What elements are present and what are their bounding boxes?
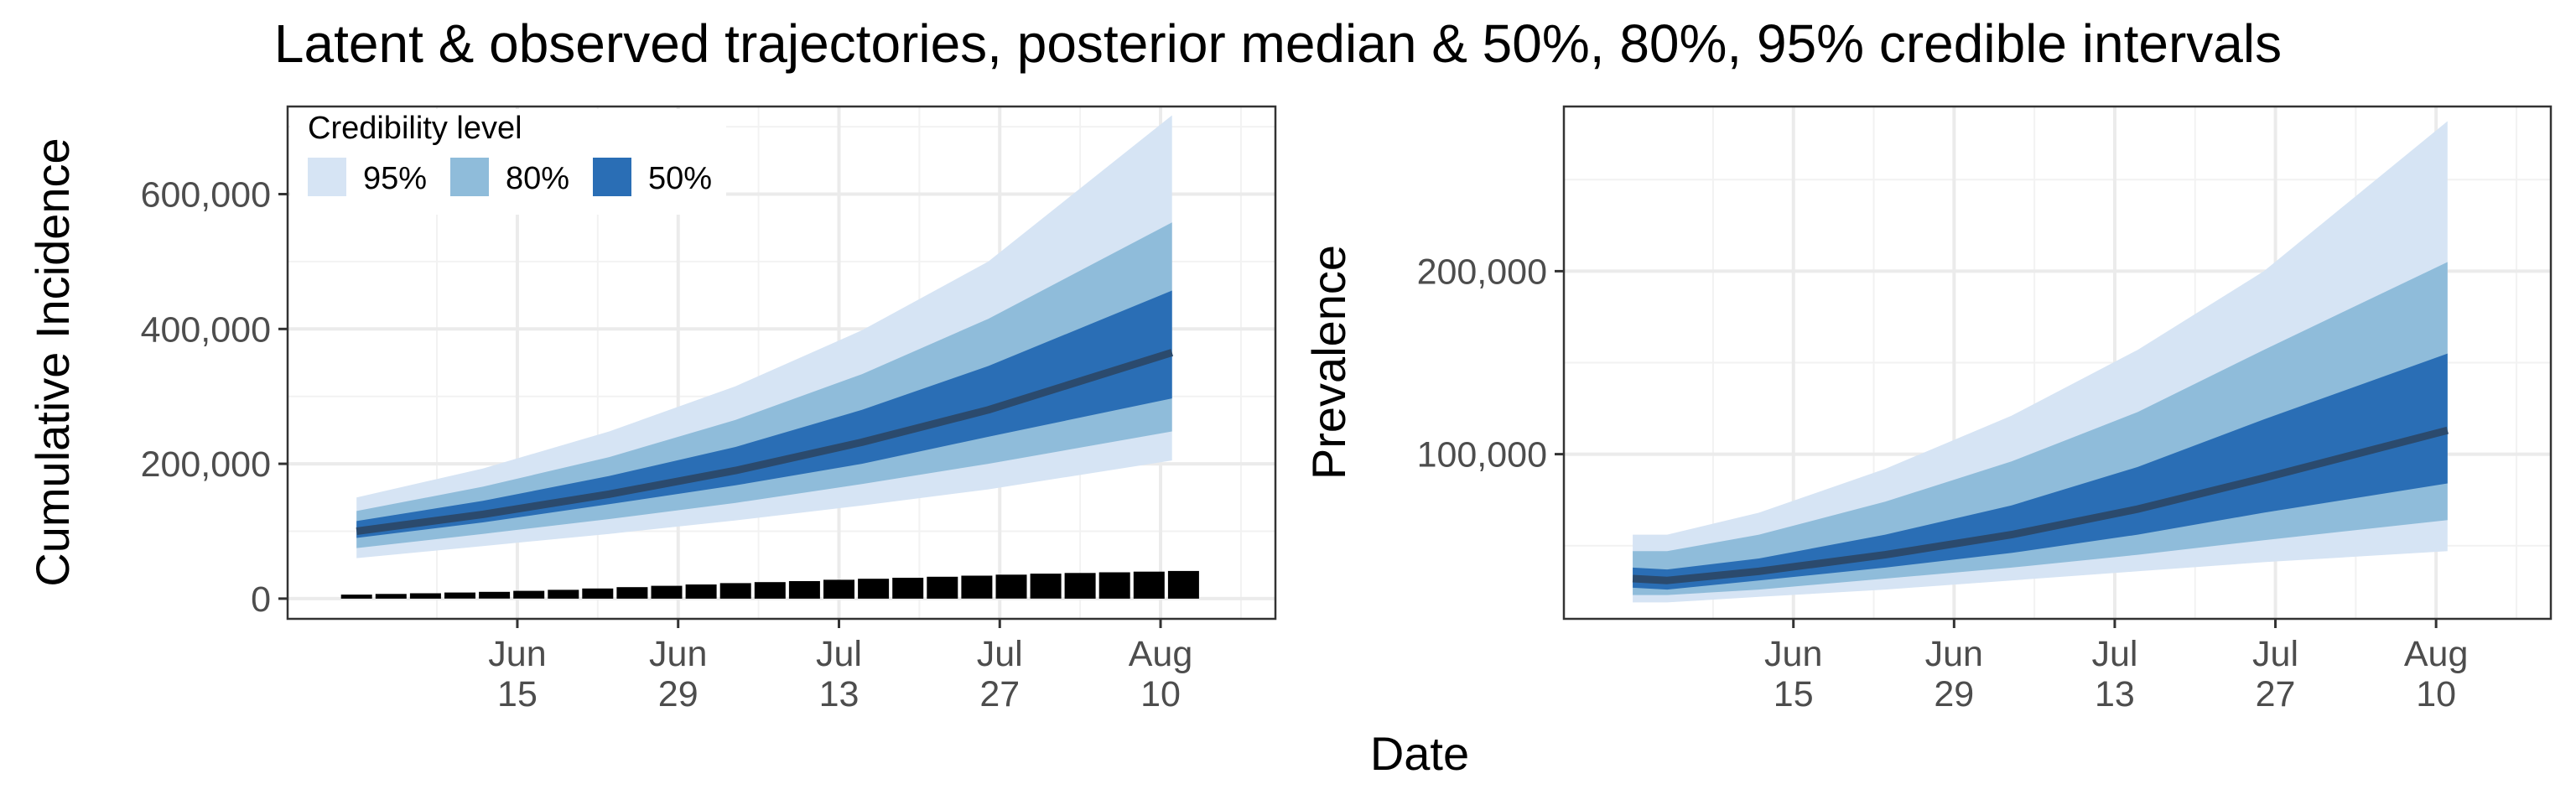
legend-entry-label: 50%	[648, 161, 712, 196]
x-tick-label-month: Jul	[2091, 634, 2137, 674]
observed-bar	[927, 576, 958, 599]
y-axis-title: Prevalence	[1302, 245, 1355, 480]
observed-bar	[788, 581, 820, 599]
x-tick-label-day: 13	[2095, 674, 2135, 714]
observed-bar	[1030, 574, 1062, 599]
x-tick-label-day: 27	[2256, 674, 2296, 714]
observed-bar	[1098, 572, 1130, 599]
x-tick-label-month: Aug	[2404, 634, 2469, 674]
ci-80-band	[356, 222, 1172, 548]
legend-background	[290, 109, 726, 215]
x-tick-label-month: Jul	[2252, 634, 2298, 674]
observed-bar	[1167, 570, 1199, 599]
y-tick-label: 100,000	[1417, 435, 1547, 475]
prevalence-panel: 100,000200,000Jun15Jun29Jul13Jul27Aug10P…	[1302, 105, 2553, 714]
observed-bar	[1064, 573, 1096, 599]
x-tick-label-day: 10	[1140, 674, 1181, 714]
observed-bar	[444, 592, 475, 599]
legend-entry-label: 80%	[506, 161, 569, 196]
x-tick-label-month: Jun	[1764, 634, 1822, 674]
observed-bar	[961, 575, 993, 599]
legend-key-swatch	[450, 158, 489, 196]
observed-bar	[858, 579, 890, 599]
x-tick-label-month: Jun	[649, 634, 707, 674]
chart-title: Latent & observed trajectories, posterio…	[274, 13, 2282, 74]
y-axis-title: Cumulative Incidence	[26, 138, 79, 586]
x-tick-label-day: 15	[497, 674, 538, 714]
ci-50-band	[356, 290, 1172, 538]
observed-bar	[548, 589, 579, 599]
cumulative-incidence-panel: 0200,000400,000600,000Jun15Jun29Jul13Jul…	[26, 105, 1277, 714]
observed-bar	[513, 590, 545, 599]
y-tick-label: 0	[251, 579, 271, 620]
x-tick-label-day: 15	[1774, 674, 1814, 714]
observed-bar	[340, 595, 372, 599]
y-tick-label: 200,000	[1417, 252, 1547, 292]
observed-bar	[651, 585, 683, 599]
x-tick-label-day: 27	[979, 674, 1020, 714]
observed-bar	[892, 578, 924, 599]
observed-bar	[754, 582, 786, 599]
x-tick-label-day: 29	[658, 674, 699, 714]
observed-bar	[995, 574, 1027, 599]
observed-bar	[719, 583, 751, 599]
x-tick-label-day: 29	[1934, 674, 1974, 714]
x-tick-label-day: 13	[819, 674, 860, 714]
x-axis-title: Date	[1370, 727, 1469, 780]
x-tick-label-day: 10	[2416, 674, 2456, 714]
x-tick-label-month: Jul	[816, 634, 862, 674]
median-line	[356, 349, 1174, 535]
observed-bar	[685, 584, 717, 599]
x-tick-label-month: Jun	[1925, 634, 1983, 674]
x-tick-label-month: Jul	[977, 634, 1023, 674]
median-line	[1632, 426, 2449, 584]
y-tick-label: 400,000	[141, 309, 271, 350]
panel-border	[286, 105, 1277, 621]
legend-title: Credibility level	[308, 111, 522, 146]
observed-bar	[479, 591, 511, 599]
observed-bar	[409, 593, 441, 599]
panel-border	[1562, 105, 2553, 621]
legend-entry-label: 95%	[363, 161, 427, 196]
x-tick-label-month: Jun	[488, 634, 546, 674]
observed-bar	[616, 587, 648, 599]
observed-bar	[823, 579, 854, 599]
observed-bar	[582, 588, 614, 599]
legend-key-swatch	[593, 158, 631, 196]
y-tick-label: 600,000	[141, 175, 271, 216]
y-tick-label: 200,000	[141, 444, 271, 485]
x-tick-label-month: Aug	[1129, 634, 1193, 674]
observed-bar	[375, 594, 407, 599]
observed-bar	[1133, 571, 1165, 599]
legend: Credibility level 95% 80% 50%	[290, 109, 726, 215]
legend-key-swatch	[308, 158, 346, 196]
